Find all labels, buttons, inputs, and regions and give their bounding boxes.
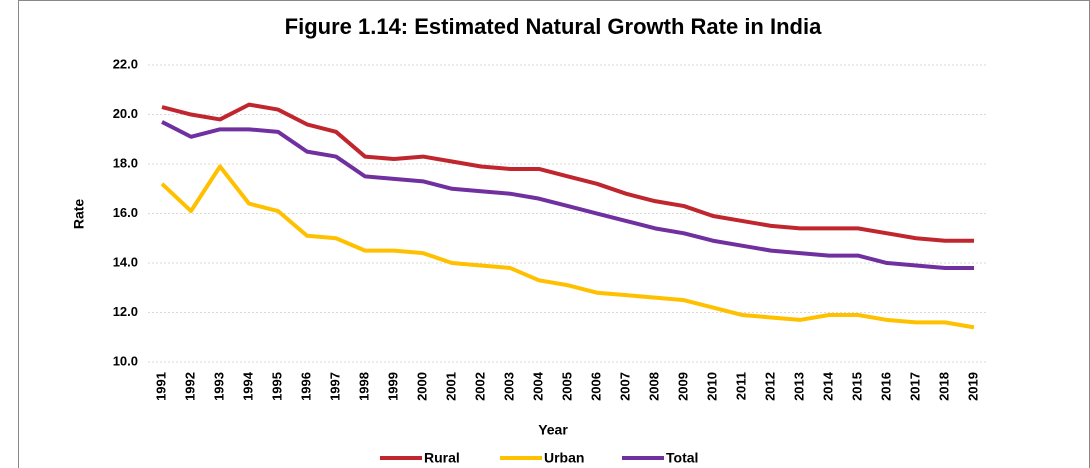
x-tick-label: 1992 bbox=[182, 372, 197, 401]
x-tick-label: 2002 bbox=[472, 372, 487, 401]
y-axis-label: Rate bbox=[71, 199, 87, 230]
x-tick-label: 2011 bbox=[733, 372, 748, 400]
x-tick-label: 2006 bbox=[588, 372, 603, 401]
x-tick-label: 2007 bbox=[617, 372, 632, 401]
x-tick-label: 2018 bbox=[936, 372, 951, 401]
x-tick-label: 2012 bbox=[762, 372, 777, 401]
x-tick-label: 1998 bbox=[356, 372, 371, 401]
legend-label: Total bbox=[666, 450, 698, 466]
x-tick-label: 1999 bbox=[385, 372, 400, 401]
x-tick-label: 2014 bbox=[820, 371, 835, 401]
y-tick-label: 20.0 bbox=[113, 106, 138, 121]
x-tick-label: 2003 bbox=[501, 372, 516, 401]
chart-frame bbox=[18, 0, 1090, 468]
x-tick-label: 2005 bbox=[559, 372, 574, 401]
series-line bbox=[161, 120, 974, 270]
x-tick-label: 1994 bbox=[240, 371, 255, 401]
x-axis-label: Year bbox=[538, 422, 568, 438]
x-tick-label: 2015 bbox=[849, 372, 864, 401]
x-tick-label: 1997 bbox=[327, 372, 342, 401]
legend-label: Rural bbox=[424, 450, 460, 466]
x-tick-label: 2013 bbox=[791, 372, 806, 401]
x-tick-label: 1995 bbox=[269, 372, 284, 401]
y-tick-label: 22.0 bbox=[113, 56, 138, 71]
y-tick-label: 12.0 bbox=[113, 304, 138, 319]
series-line bbox=[161, 102, 974, 243]
x-tick-label: 2004 bbox=[530, 371, 545, 401]
x-tick-label: 1991 bbox=[153, 372, 168, 401]
x-tick-label: 2010 bbox=[704, 372, 719, 401]
y-tick-label: 10.0 bbox=[113, 353, 138, 368]
y-tick-label: 18.0 bbox=[113, 155, 138, 170]
chart-title: Figure 1.14: Estimated Natural Growth Ra… bbox=[285, 14, 822, 39]
x-tick-label: 2008 bbox=[646, 372, 661, 401]
x-tick-label: 2000 bbox=[414, 372, 429, 401]
y-tick-label: 14.0 bbox=[113, 254, 138, 269]
x-tick-label: 1996 bbox=[298, 372, 313, 401]
x-tick-label: 2001 bbox=[443, 372, 458, 401]
legend-label: Urban bbox=[544, 450, 584, 466]
x-tick-label: 2019 bbox=[965, 372, 980, 401]
series-line bbox=[160, 164, 975, 330]
x-tick-label: 2009 bbox=[675, 372, 690, 401]
x-tick-label: 1993 bbox=[211, 372, 226, 401]
x-tick-label: 2016 bbox=[878, 372, 893, 401]
y-tick-label: 16.0 bbox=[113, 205, 138, 220]
x-tick-label: 2017 bbox=[907, 372, 922, 401]
